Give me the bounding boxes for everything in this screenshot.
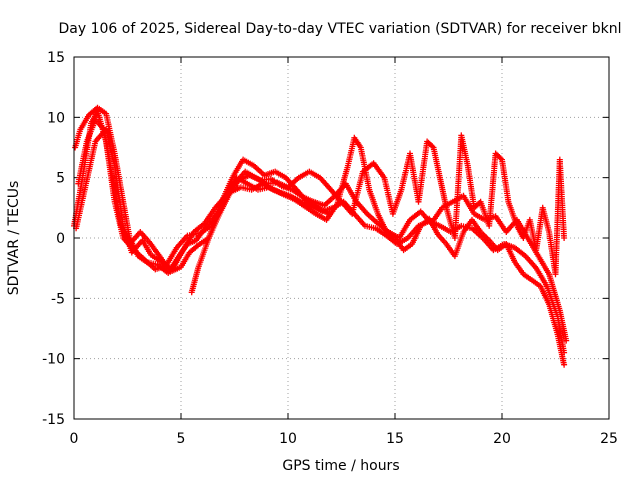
y-tick-label: 0 bbox=[56, 231, 65, 247]
x-tick-label: 25 bbox=[600, 431, 618, 447]
series-satellite-track-4 bbox=[188, 132, 568, 296]
data-point-marker bbox=[429, 143, 436, 150]
x-axis-label: GPS time / hours bbox=[282, 458, 399, 474]
y-tick-label: 15 bbox=[47, 50, 65, 66]
y-tick-label: -15 bbox=[42, 412, 65, 428]
y-tick-label: -5 bbox=[51, 291, 65, 307]
x-tick-label: 5 bbox=[177, 431, 186, 447]
y-tick-label: 5 bbox=[56, 171, 65, 187]
chart-title: Day 106 of 2025, Sidereal Day-to-day VTE… bbox=[59, 21, 622, 37]
y-tick-label: 10 bbox=[47, 110, 65, 126]
data-point-marker bbox=[563, 337, 570, 344]
x-tick-label: 0 bbox=[70, 431, 79, 447]
data-point-marker bbox=[497, 155, 504, 162]
x-tick-label: 15 bbox=[386, 431, 404, 447]
data-points bbox=[71, 104, 570, 368]
series-satellite-track-5 bbox=[72, 104, 570, 344]
series-satellite-track-3 bbox=[75, 116, 568, 368]
y-axis-label: SDTVAR / TECUs bbox=[6, 181, 22, 296]
plot-frame bbox=[73, 56, 610, 420]
y-tick-label: -10 bbox=[42, 352, 65, 368]
data-point-marker bbox=[561, 361, 568, 368]
data-point-marker bbox=[561, 235, 568, 241]
x-tick-label: 20 bbox=[493, 431, 511, 447]
x-tick-label: 10 bbox=[279, 431, 297, 447]
